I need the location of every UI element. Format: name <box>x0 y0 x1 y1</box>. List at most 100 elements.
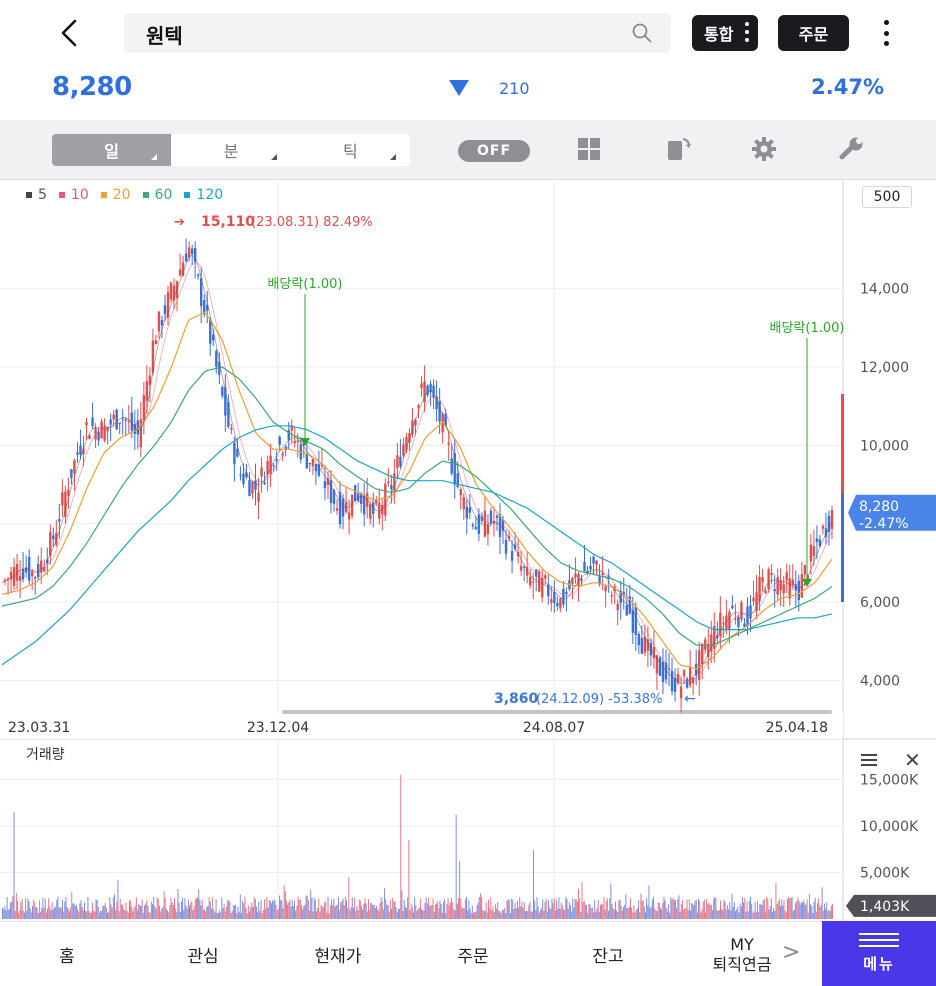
candle-body <box>366 493 369 507</box>
volume-bar <box>686 899 688 919</box>
period-tick-tab[interactable]: 틱 <box>291 134 410 166</box>
volume-bar <box>386 904 388 919</box>
volume-bar <box>6 896 8 919</box>
nav-more-chevron-icon[interactable]: > <box>782 940 801 965</box>
volume-bar <box>107 912 109 919</box>
volume-bar <box>361 906 363 919</box>
nav-current-price[interactable]: 현재가 <box>314 947 362 967</box>
volume-bar <box>633 905 635 919</box>
volume-bar <box>813 901 815 919</box>
period-daily-tab[interactable]: 일 <box>52 134 172 166</box>
volume-bar <box>546 911 548 919</box>
main-menu-button[interactable]: 메뉴 <box>822 921 936 986</box>
back-button[interactable] <box>52 14 86 52</box>
volume-bar <box>545 898 547 919</box>
candle-body <box>88 435 91 440</box>
candle-body <box>390 485 393 490</box>
volume-bar <box>350 907 352 919</box>
top-bar: 원텍 통합 주문 <box>0 0 936 66</box>
volume-bar <box>625 894 627 919</box>
volume-bar <box>315 911 317 919</box>
search-input[interactable]: 원텍 <box>146 24 183 48</box>
volume-bar <box>97 906 99 919</box>
candle-body <box>803 565 807 575</box>
volume-bar <box>50 910 52 919</box>
more-menu-icon[interactable] <box>878 18 894 48</box>
candle-body <box>227 402 230 427</box>
volume-bar <box>396 912 398 919</box>
volume-bar <box>572 898 574 919</box>
volume-bar <box>468 900 470 919</box>
volume-bar <box>43 908 45 919</box>
nav-order[interactable]: 주문 <box>457 947 489 967</box>
volume-bar <box>336 904 338 919</box>
period-minute-tab[interactable]: 분 <box>171 134 290 166</box>
candle-count-button[interactable]: 500 <box>862 186 912 208</box>
legend-item: 5 <box>26 187 47 203</box>
volume-bar <box>541 907 543 919</box>
candle-body <box>694 663 698 676</box>
integrated-button[interactable]: 통합 <box>692 15 758 51</box>
volume-bar <box>636 908 638 919</box>
volume-bar <box>231 910 233 919</box>
volume-bar <box>717 911 719 919</box>
nav-watchlist[interactable]: 관심 <box>187 947 219 967</box>
chart-toolbar: 일 분 틱 OFF <box>0 120 936 180</box>
volume-bar <box>164 897 166 919</box>
wrench-icon[interactable] <box>839 136 865 162</box>
volume-bar <box>527 911 529 919</box>
volume-bar <box>98 912 100 919</box>
nav-my-pension[interactable]: MY 퇴직연금 <box>692 922 792 986</box>
candle-body <box>471 524 475 527</box>
volume-bar <box>474 911 476 919</box>
candle-body <box>151 340 155 373</box>
indicator-toggle[interactable]: OFF <box>458 140 530 162</box>
volume-bar <box>51 902 53 919</box>
volume-bar <box>90 912 92 919</box>
volume-bar <box>566 899 568 919</box>
volume-bar <box>4 906 6 919</box>
candle-body <box>583 561 586 572</box>
legend-swatch-20 <box>100 192 107 198</box>
search-icon[interactable] <box>631 22 653 44</box>
volume-close-icon[interactable]: ✕ <box>904 748 921 772</box>
volume-bar <box>200 905 202 919</box>
candle-body <box>76 452 79 455</box>
stock-search-field[interactable]: 원텍 <box>124 13 671 53</box>
volume-bar <box>239 894 241 919</box>
volume-bar <box>328 913 330 919</box>
candle-body <box>634 606 638 635</box>
nav-home[interactable]: 홈 <box>59 947 75 967</box>
candle-body <box>212 334 215 341</box>
candle-body <box>565 592 568 595</box>
volume-bar <box>243 903 245 919</box>
candle-body <box>646 639 650 651</box>
nav-balance[interactable]: 잔고 <box>592 947 624 967</box>
candle-body <box>329 480 333 503</box>
candle-body <box>610 595 613 597</box>
volume-bar <box>20 902 22 919</box>
volume-bar <box>537 906 539 919</box>
volume-bar <box>534 900 536 919</box>
order-button[interactable]: 주문 <box>778 15 849 51</box>
volume-bar <box>678 895 680 919</box>
grid-icon[interactable] <box>576 136 602 162</box>
volume-bar <box>808 893 810 919</box>
volume-bar <box>601 904 603 919</box>
rotate-icon[interactable] <box>666 136 692 162</box>
volume-bar <box>70 907 72 919</box>
volume-menu-icon[interactable] <box>861 754 877 766</box>
volume-bar <box>268 900 270 919</box>
candle-body <box>577 573 580 587</box>
volume-bar <box>705 912 707 919</box>
volume-bar <box>395 907 397 919</box>
candle-body <box>46 559 49 564</box>
volume-bar <box>573 907 575 919</box>
candle-body <box>818 539 822 546</box>
candle-body <box>679 686 683 699</box>
y-tick-label: 4,000 <box>860 673 900 689</box>
volume-bar <box>821 887 823 919</box>
price-chart[interactable]: 14,000 12,000 10,000 6,000 4,000 23.03.31 23.1… <box>0 181 936 921</box>
settings-icon[interactable] <box>751 136 777 162</box>
candle-body <box>94 428 97 440</box>
